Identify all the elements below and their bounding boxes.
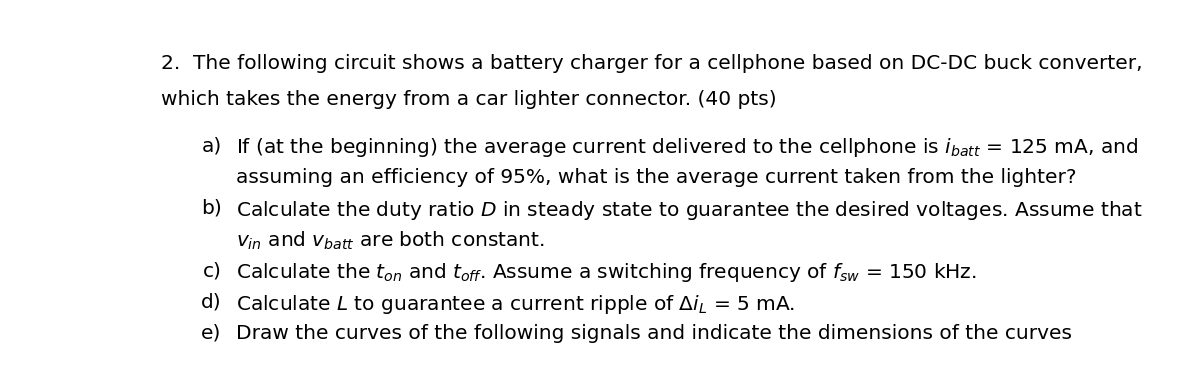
Text: b): b) bbox=[200, 199, 222, 218]
Text: If (at the beginning) the average current delivered to the cellphone is $i_{batt: If (at the beginning) the average curren… bbox=[235, 136, 1138, 159]
Text: Draw the curves of the following signals and indicate the dimensions of the curv: Draw the curves of the following signals… bbox=[235, 324, 1072, 343]
Text: assuming an efficiency of 95%, what is the average current taken from the lighte: assuming an efficiency of 95%, what is t… bbox=[235, 168, 1076, 186]
Text: Calculate the $t_{on}$ and $t_{off}$. Assume a switching frequency of $f_{sw}$ =: Calculate the $t_{on}$ and $t_{off}$. As… bbox=[235, 261, 977, 284]
Text: 2.  The following circuit shows a battery charger for a cellphone based on DC-DC: 2. The following circuit shows a battery… bbox=[161, 54, 1142, 73]
Text: $v_{in}$ and $v_{batt}$ are both constant.: $v_{in}$ and $v_{batt}$ are both constan… bbox=[235, 230, 545, 252]
Text: which takes the energy from a car lighter connector. (40 pts): which takes the energy from a car lighte… bbox=[161, 90, 776, 109]
Text: c): c) bbox=[203, 261, 222, 280]
Text: Calculate the duty ratio $D$ in steady state to guarantee the desired voltages. : Calculate the duty ratio $D$ in steady s… bbox=[235, 199, 1142, 222]
Text: Calculate $L$ to guarantee a current ripple of $\Delta i_{L}$ = 5 mA.: Calculate $L$ to guarantee a current rip… bbox=[235, 293, 794, 316]
Text: e): e) bbox=[202, 324, 222, 343]
Text: d): d) bbox=[200, 293, 222, 312]
Text: a): a) bbox=[202, 136, 222, 155]
